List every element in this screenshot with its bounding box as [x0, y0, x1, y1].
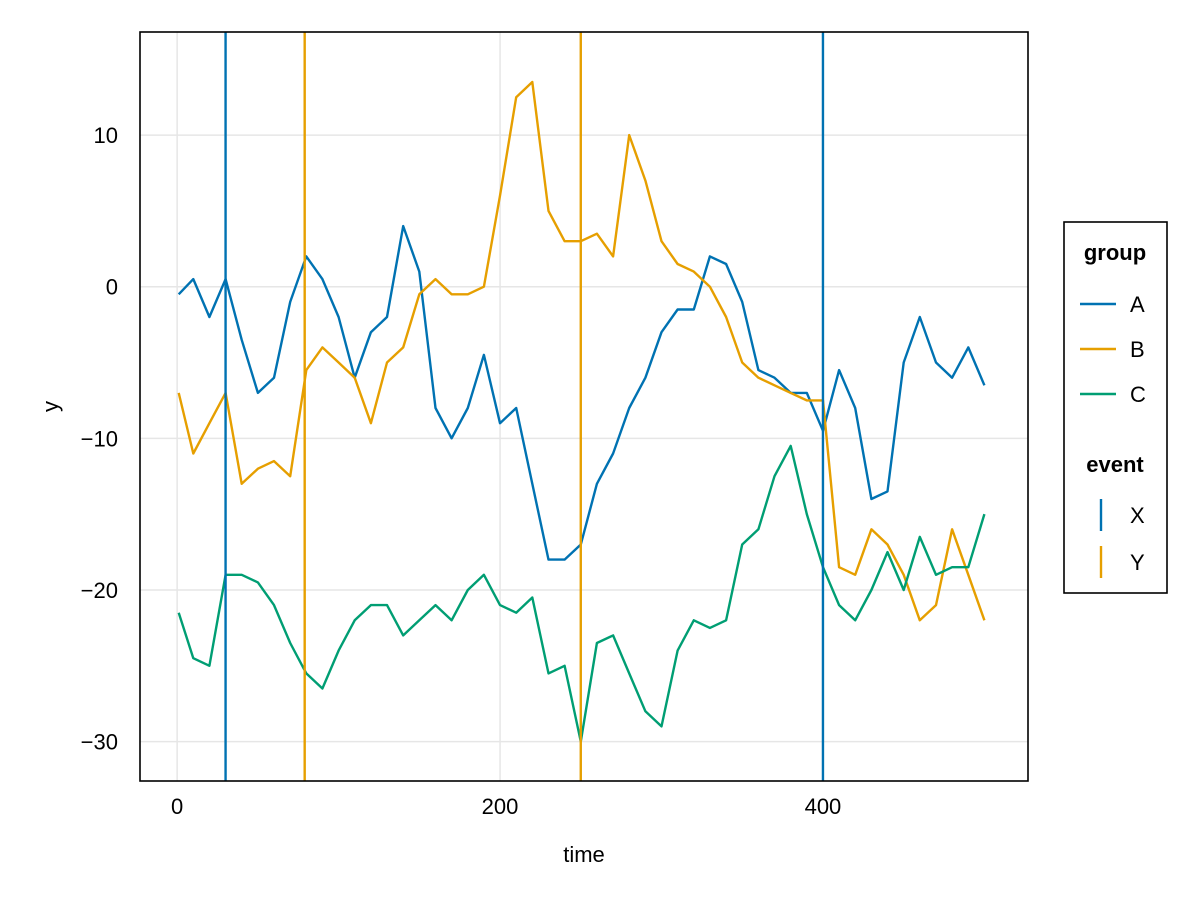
- legend-label-a: A: [1130, 292, 1145, 317]
- plot-frame: [139, 31, 1029, 782]
- x-tick-label: 400: [805, 794, 842, 819]
- event-layer: [224, 32, 825, 781]
- legend-box: [1063, 221, 1168, 594]
- x-tick-label: 200: [482, 794, 519, 819]
- x-tick-label: 0: [171, 794, 183, 819]
- legend-title-group: group: [1084, 240, 1146, 265]
- axis-ticks: 0 200 400 10 0 −10 −20 −30: [81, 123, 842, 819]
- y-tick-label: 10: [94, 123, 118, 148]
- y-tick-label: 0: [106, 275, 118, 300]
- legend-title-event: event: [1086, 452, 1144, 477]
- legend-label-y: Y: [1130, 550, 1145, 575]
- y-axis-label: y: [38, 401, 63, 412]
- legend-label-c: C: [1130, 382, 1146, 407]
- legend-label-x: X: [1130, 503, 1145, 528]
- legend-label-b: B: [1130, 337, 1145, 362]
- x-axis-label: time: [563, 842, 605, 867]
- y-tick-label: −10: [81, 426, 118, 451]
- y-tick-label: −20: [81, 578, 118, 603]
- y-tick-label: −30: [81, 730, 118, 755]
